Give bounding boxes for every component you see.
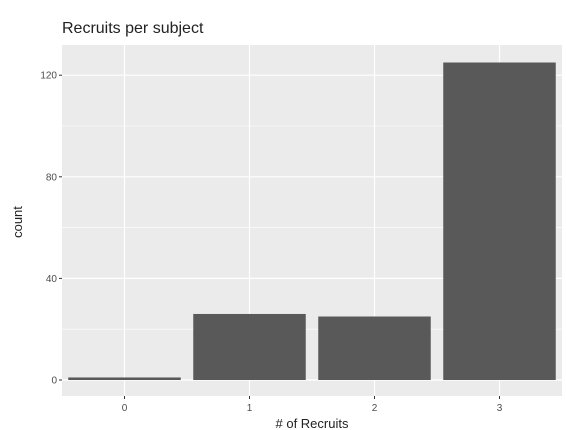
chart-title: Recruits per subject [62, 20, 204, 37]
bar-0 [68, 377, 181, 380]
bar-3 [443, 62, 556, 380]
y-tick-label: 120 [40, 71, 57, 82]
x-axis: 0 1 2 3 [122, 396, 503, 414]
bars [68, 62, 556, 380]
x-tick-label: 1 [247, 403, 253, 414]
bar-1 [193, 313, 306, 380]
bar-2 [318, 316, 431, 380]
y-axis: 0 40 80 120 [40, 71, 62, 387]
x-tick-label: 2 [372, 403, 378, 414]
y-tick-label: 40 [46, 274, 58, 285]
y-axis-title: count [10, 206, 25, 238]
x-tick-label: 0 [122, 403, 128, 414]
y-tick-label: 0 [51, 376, 57, 387]
x-tick-label: 3 [497, 403, 503, 414]
y-tick-label: 80 [46, 172, 58, 183]
x-axis-title: # of Recruits [276, 416, 349, 430]
